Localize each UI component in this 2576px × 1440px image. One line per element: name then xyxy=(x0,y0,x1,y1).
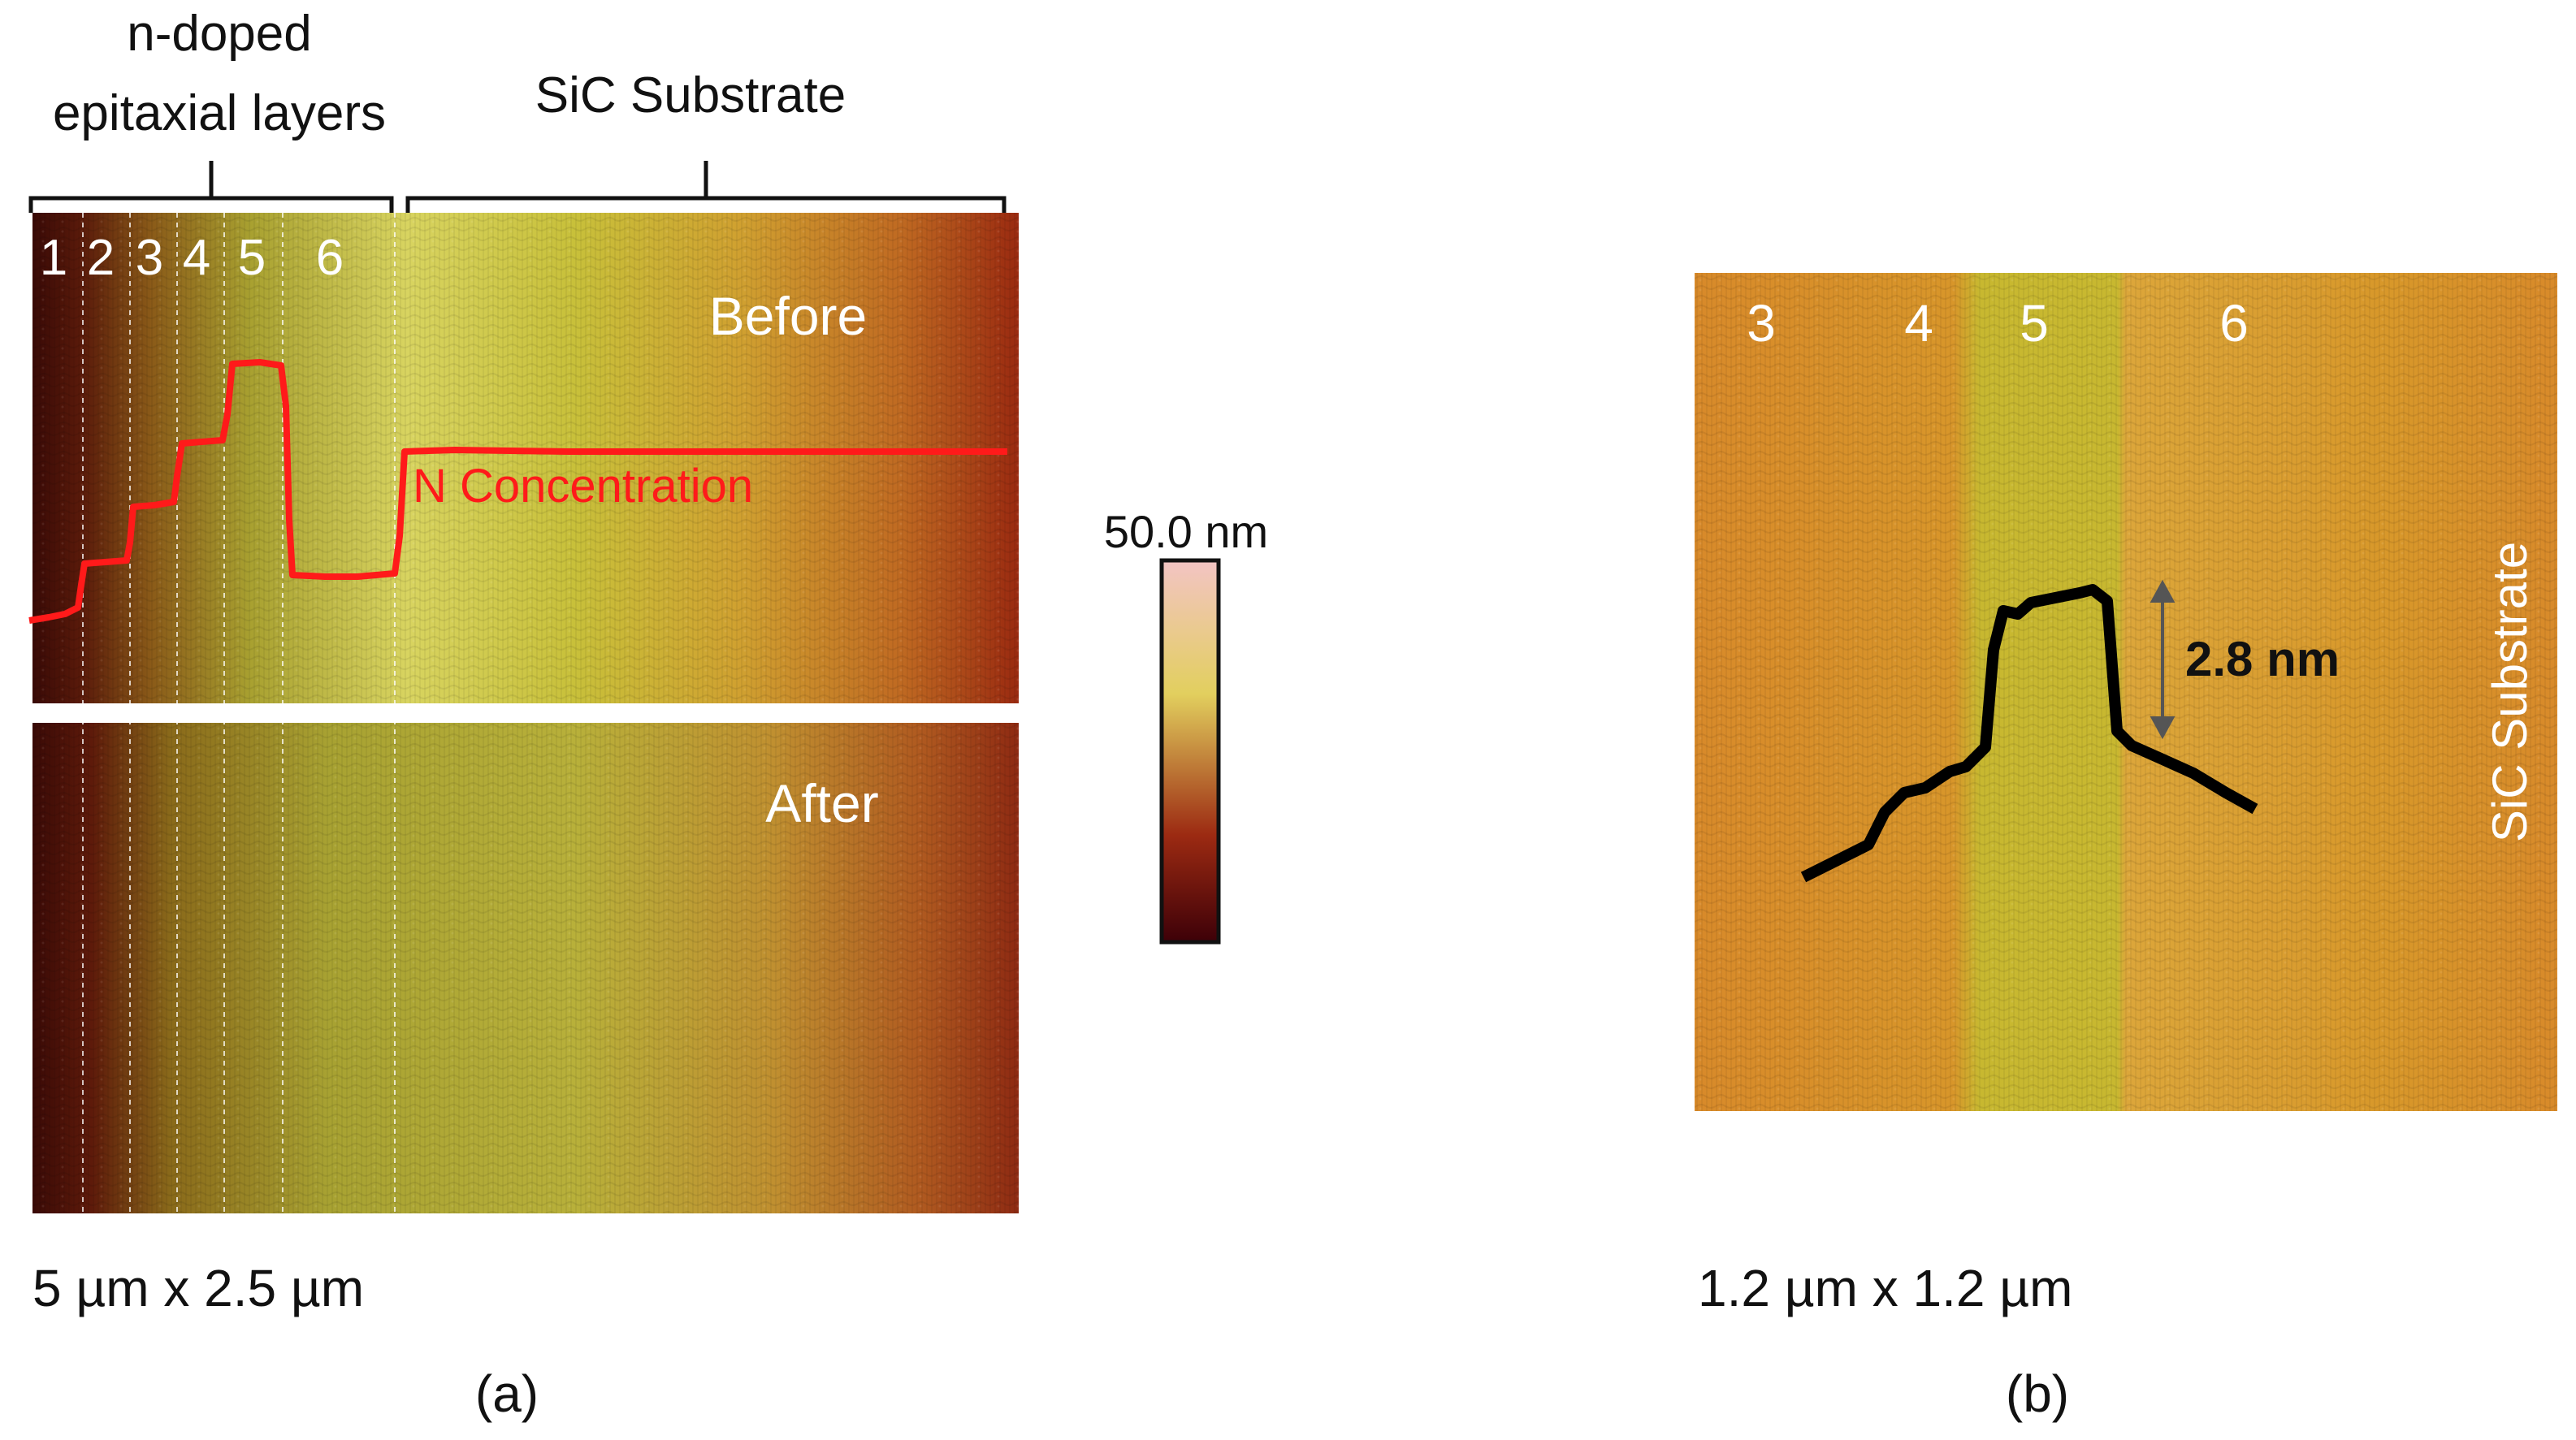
n-concentration-profile xyxy=(28,359,1007,624)
panel-a: n-doped epitaxial layers SiC Substrate 1… xyxy=(28,6,1019,1423)
layer-label-b-3: 3 xyxy=(1747,294,1776,352)
layer-numbers: 1 2 3 4 5 6 xyxy=(40,230,344,286)
colorbar-scale xyxy=(1159,558,1221,945)
epi-header-line2: epitaxial layers xyxy=(53,85,386,141)
before-label: Before xyxy=(709,286,867,346)
caption-a: (a) xyxy=(475,1364,539,1423)
colorbar-max-label: 50.0 nm xyxy=(1104,506,1268,557)
step-height-arrow xyxy=(2150,579,2176,740)
substrate-label-b: SiC Substrate xyxy=(2483,542,2537,842)
substrate-header: SiC Substrate xyxy=(535,67,846,123)
layer-label-5: 5 xyxy=(238,230,266,286)
layer-label-6: 6 xyxy=(316,230,344,286)
layer-label-4: 4 xyxy=(183,230,210,286)
epi-bracket xyxy=(28,161,394,213)
layer-label-1: 1 xyxy=(40,230,67,286)
caption-b: (b) xyxy=(2006,1364,2069,1423)
scan-size-a: 5 µm x 2.5 µm xyxy=(32,1259,364,1317)
layer-numbers-b: 3 4 5 6 xyxy=(1747,294,2249,352)
layer-label-b-4: 4 xyxy=(1904,294,1933,352)
panel-b: 3 4 5 6 2.8 nm SiC Substrate 1.2 µm x 1.… xyxy=(1695,273,2557,1423)
height-profile xyxy=(1800,584,2258,883)
scan-size-b: 1.2 µm x 1.2 µm xyxy=(1698,1259,2072,1317)
layer-label-b-6: 6 xyxy=(2219,294,2249,352)
step-height-label: 2.8 nm xyxy=(2185,632,2340,686)
layer-label-2: 2 xyxy=(87,230,115,286)
after-label: After xyxy=(765,773,878,833)
colorbar: 50.0 nm xyxy=(1104,506,1268,945)
n-concentration-label: N Concentration xyxy=(413,460,753,512)
layer-label-3: 3 xyxy=(136,230,163,286)
substrate-bracket xyxy=(405,161,1007,213)
epi-header-line1: n-doped xyxy=(127,6,312,62)
layer-label-b-5: 5 xyxy=(2020,294,2049,352)
